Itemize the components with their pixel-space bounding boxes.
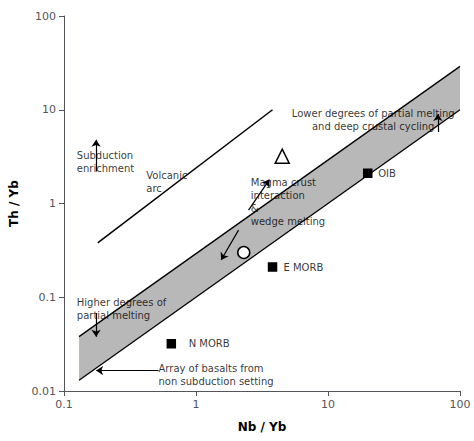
svg-text:arc: arc [146,183,162,194]
svg-text:N MORB: N MORB [189,338,230,349]
svg-text:100: 100 [35,10,56,23]
svg-text:partial melting: partial melting [77,310,150,321]
svg-text:E MORB: E MORB [283,262,323,273]
svg-text:0.01: 0.01 [32,385,57,398]
svg-text:OIB: OIB [378,168,396,179]
svg-text:1: 1 [193,398,200,411]
svg-text:wedge melting: wedge melting [251,216,325,227]
svg-text:&: & [251,203,259,214]
svg-text:0.1: 0.1 [39,291,57,304]
svg-text:and deep crustal cycling: and deep crustal cycling [312,121,435,132]
svg-text:Nb / Yb: Nb / Yb [238,420,287,434]
svg-text:Volcanic: Volcanic [146,170,187,181]
svg-text:non subduction setting: non subduction setting [159,376,274,387]
svg-text:10: 10 [321,398,335,411]
svg-text:Magma crust: Magma crust [251,177,316,188]
svg-text:100: 100 [450,398,471,411]
svg-text:Higher degrees of: Higher degrees of [77,297,167,308]
svg-text:0.1: 0.1 [55,398,73,411]
svg-text:Subduction: Subduction [77,150,133,161]
svg-text:interaction: interaction [251,190,305,201]
svg-text:Lower degrees of partial melti: Lower degrees of partial melting [292,108,455,119]
svg-text:Th / Yb: Th / Yb [7,180,21,227]
svg-text:Array of basalts from: Array of basalts from [159,363,264,374]
svg-text:enrichment: enrichment [77,163,134,174]
svg-text:10: 10 [42,103,56,116]
svg-text:1: 1 [49,197,56,210]
